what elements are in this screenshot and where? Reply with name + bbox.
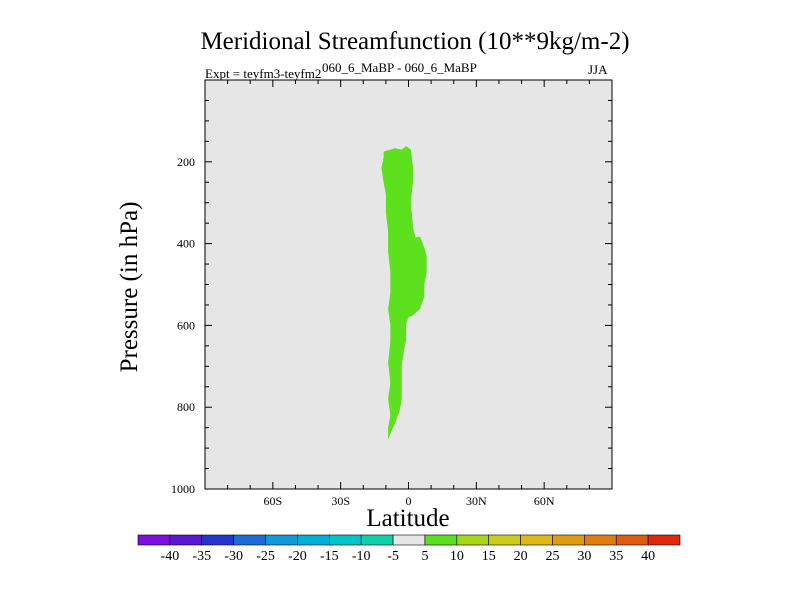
y-tick-label: 200 — [177, 155, 195, 169]
colorbar-label: 35 — [609, 549, 623, 564]
y-tick-label: 400 — [177, 237, 195, 251]
colorbar-box-16 — [647, 534, 681, 546]
colorbar-box-9 — [424, 534, 458, 546]
y-tick-label: 800 — [177, 400, 195, 414]
x-axis-label: Latitude — [366, 505, 450, 532]
colorbar-box-3 — [233, 534, 266, 546]
colorbar-label: 5 — [421, 549, 428, 564]
colorbar-label: 20 — [514, 549, 528, 564]
colorbar-label: 10 — [450, 549, 464, 564]
contour-region-0 — [381, 146, 427, 440]
colorbar-label: -40 — [161, 549, 180, 564]
colorbar-box-2 — [201, 534, 234, 546]
colorbar-box-11 — [488, 534, 521, 546]
colorbar-label: 40 — [641, 549, 655, 564]
colorbar-box-6 — [328, 534, 362, 546]
x-tick-label: 60N — [534, 494, 555, 508]
x-tick-label: 30N — [466, 494, 487, 508]
colorbar-label: -35 — [192, 549, 211, 564]
colorbar-box-7 — [360, 534, 394, 546]
x-tick-label: 30S — [331, 494, 350, 508]
y-tick-label: 600 — [177, 318, 195, 332]
colorbar-box-8 — [392, 534, 426, 546]
colorbar-box-14 — [584, 534, 617, 546]
experiment-label: Expt = teyfm3-teyfm2 — [205, 66, 322, 81]
chart-title: Meridional Streamfunction (10**9kg/m-2) — [200, 28, 630, 55]
colorbar-box-13 — [552, 534, 585, 546]
colorbar-label: -25 — [256, 549, 275, 564]
y-tick-label: 1000 — [171, 482, 195, 496]
colorbar-label: -20 — [288, 549, 307, 564]
x-tick-label: 0 — [406, 494, 412, 508]
colorbar-box-0 — [137, 534, 171, 546]
colorbar-label: -15 — [320, 549, 339, 564]
colorbar-label: 15 — [482, 549, 496, 564]
colorbar-box-15 — [615, 534, 649, 546]
colorbar-label: 25 — [545, 549, 559, 564]
colorbar-label: -10 — [352, 549, 371, 564]
colorbar-box-12 — [520, 534, 553, 546]
colorbar-box-10 — [456, 534, 490, 546]
x-tick-label: 60S — [263, 494, 282, 508]
colorbar-box-5 — [297, 534, 330, 546]
colorbar-box-1 — [169, 534, 203, 546]
season-label: JJA — [588, 62, 608, 77]
colorbar-label: 30 — [577, 549, 591, 564]
colorbar-label: -30 — [224, 549, 243, 564]
colorbar-box-4 — [265, 534, 298, 546]
colorbar-label: -5 — [387, 549, 399, 564]
chart-subtitle: 060_6_MaBP - 060_6_MaBP — [322, 60, 477, 75]
